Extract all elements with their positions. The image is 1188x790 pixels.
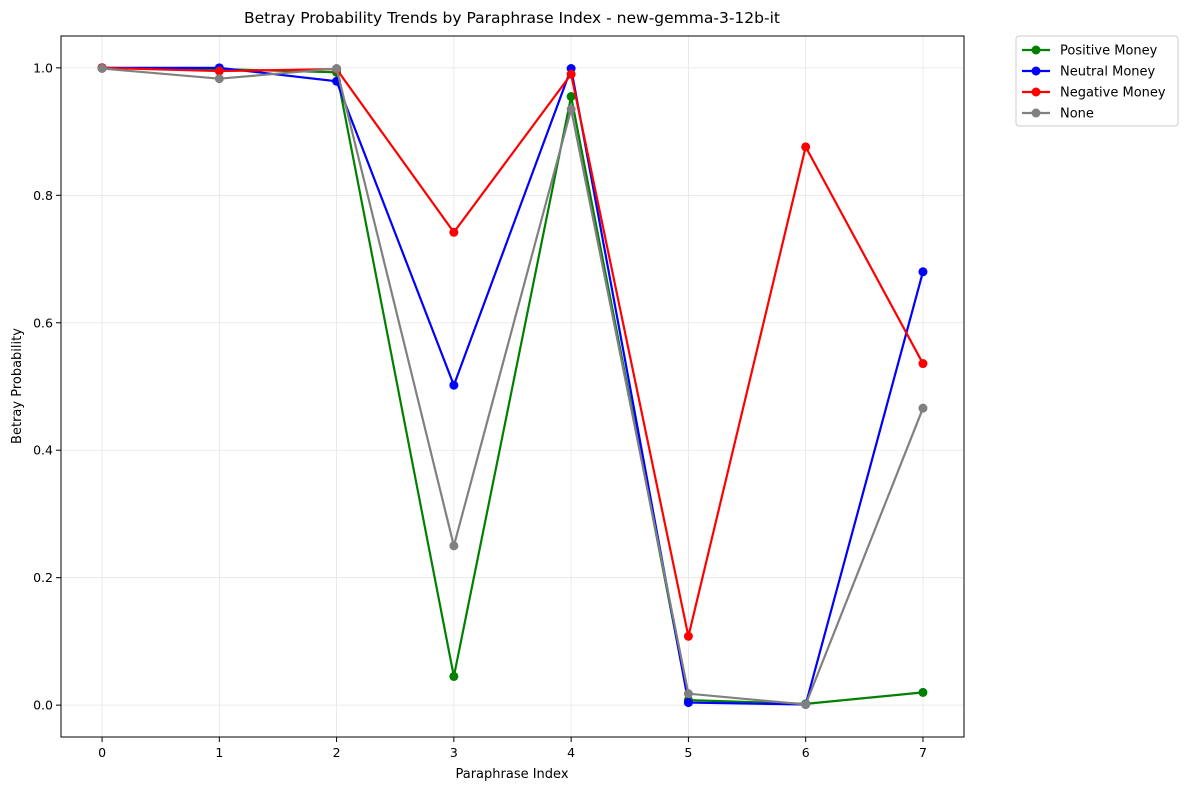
x-tick-label: 6	[802, 745, 810, 760]
series-line	[101, 67, 924, 706]
legend-label: Negative Money	[1060, 86, 1166, 101]
data-point	[918, 359, 928, 369]
legend-item: Negative Money	[1022, 86, 1166, 101]
data-point	[918, 687, 928, 697]
x-tick-label: 0	[98, 745, 106, 760]
plot-area-frame	[60, 35, 965, 738]
y-axis-label: Betray Probability	[10, 328, 25, 444]
data-point	[449, 227, 459, 237]
data-point	[449, 671, 459, 681]
x-tick-label: 2	[333, 745, 341, 760]
legend-marker	[1031, 66, 1041, 76]
chart-title: Betray Probability Trends by Paraphrase …	[244, 9, 780, 27]
grid-lines	[61, 36, 964, 737]
legend-marker	[1031, 108, 1041, 118]
data-point	[214, 66, 224, 76]
y-tick-label: 0.4	[33, 443, 53, 458]
y-tick-label: 0.0	[33, 698, 53, 713]
data-point	[918, 267, 928, 277]
legend-marker	[1031, 87, 1041, 97]
data-point	[683, 631, 693, 641]
y-axis-ticks: 0.0 0.2 0.4 0.6 0.8 1.0	[33, 60, 61, 713]
data-point	[449, 380, 459, 390]
series-line	[102, 66, 924, 705]
data-point	[332, 64, 342, 74]
legend-item: Neutral Money	[1022, 65, 1156, 80]
data-point	[566, 69, 576, 79]
y-tick-label: 1.0	[33, 60, 53, 75]
data-point	[683, 689, 693, 699]
x-tick-label: 1	[215, 745, 223, 760]
legend-label: None	[1060, 107, 1094, 122]
data-point	[566, 104, 576, 114]
data-point	[918, 403, 928, 413]
series-line	[102, 66, 924, 637]
legend-marker	[1031, 45, 1041, 55]
data-point	[801, 699, 811, 709]
legend-item: None	[1022, 107, 1094, 122]
series-layer	[97, 63, 928, 709]
data-point	[97, 64, 107, 74]
x-tick-label: 7	[919, 745, 927, 760]
data-point	[214, 74, 224, 84]
x-axis-ticks: 0 1 2 3 4 5 6 7	[98, 737, 927, 760]
data-point	[449, 541, 459, 551]
data-point	[683, 698, 693, 708]
legend: Positive Money Neutral Money Negative Mone…	[1015, 35, 1179, 127]
y-tick-label: 0.6	[33, 315, 53, 330]
x-tick-label: 3	[450, 745, 458, 760]
legend-label: Positive Money	[1060, 44, 1158, 59]
series-negative-money	[97, 63, 928, 641]
y-tick-label: 0.2	[33, 570, 53, 585]
data-point	[566, 92, 576, 102]
legend-item: Positive Money	[1022, 44, 1158, 59]
y-tick-label: 0.8	[33, 188, 53, 203]
series-none	[97, 64, 928, 709]
x-axis-label: Paraphrase Index	[455, 767, 568, 782]
data-point	[801, 142, 811, 152]
legend-label: Neutral Money	[1060, 65, 1156, 80]
x-tick-label: 4	[567, 745, 575, 760]
x-tick-label: 5	[684, 745, 692, 760]
legend-box	[1015, 35, 1179, 127]
